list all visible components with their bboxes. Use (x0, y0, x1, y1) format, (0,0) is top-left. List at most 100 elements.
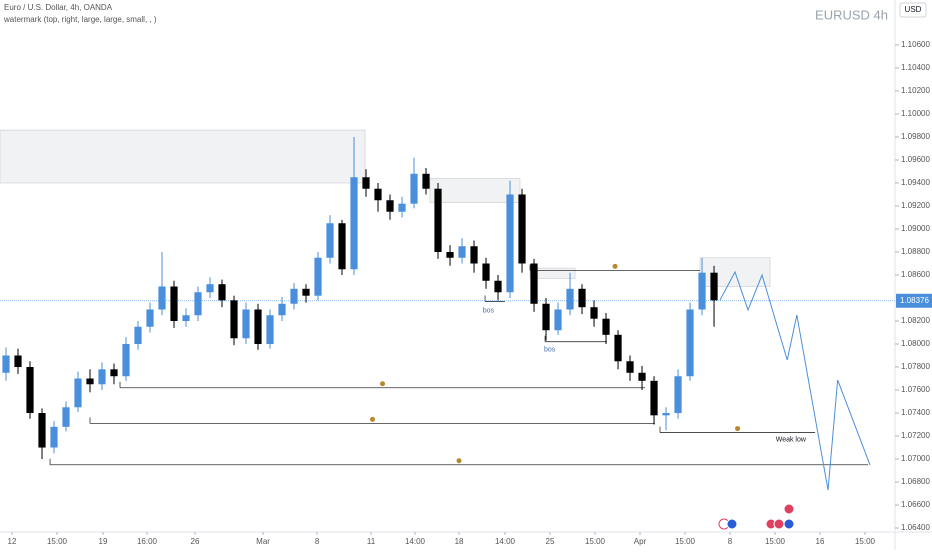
candle-body (422, 173, 430, 189)
candle-body (50, 426, 58, 448)
y-tick-label: 1.10200 (901, 86, 930, 95)
y-tick-label: 1.08600 (901, 270, 930, 279)
candle-body (242, 309, 250, 339)
y-tick-label: 1.07800 (901, 362, 930, 371)
candle-body (290, 288, 298, 304)
x-tick-label: 18 (455, 537, 464, 546)
x-tick-label: 16:00 (137, 537, 158, 546)
zone (0, 129, 366, 184)
candle-body (194, 292, 202, 316)
zone (529, 267, 576, 279)
candle-body (14, 355, 22, 368)
y-tick-label: 1.10400 (901, 63, 930, 72)
liquidity-icon (735, 426, 741, 432)
candle-body (506, 194, 514, 293)
y-tick-label: 1.10000 (901, 109, 930, 118)
candle-body (278, 303, 286, 316)
currency-box[interactable] (899, 2, 927, 18)
candle-body (374, 188, 382, 201)
candle-body (362, 177, 370, 189)
y-tick-label: 1.06800 (901, 477, 930, 486)
candle-body (530, 263, 538, 304)
candle-body (398, 203, 406, 212)
candle-body (686, 309, 694, 377)
x-tick-label: 11 (367, 537, 376, 546)
y-tick-label: 1.09400 (901, 178, 930, 187)
y-tick-label: 1.07600 (901, 385, 930, 394)
event-icon[interactable] (783, 518, 795, 530)
x-tick-label: 14:00 (495, 537, 516, 546)
y-tick-label: 1.07000 (901, 454, 930, 463)
candle-body (110, 369, 118, 377)
candle-body (458, 246, 466, 258)
candle-body (542, 303, 550, 331)
candle-body (158, 286, 166, 310)
x-tick-label: 15:00 (765, 537, 786, 546)
candle-body (254, 309, 262, 345)
candle-body (302, 288, 310, 296)
candle-body (98, 369, 106, 385)
annotation: bos (483, 308, 495, 315)
candle-body (218, 284, 226, 301)
candle-body (386, 200, 394, 212)
candle-body (62, 407, 70, 427)
event-icon[interactable] (726, 518, 738, 530)
candle-body (710, 272, 718, 301)
candle-body (86, 378, 94, 385)
candle-body (578, 288, 586, 308)
candle-body (434, 188, 442, 252)
x-tick-label: 15:00 (47, 537, 68, 546)
y-tick-label: 1.06600 (901, 500, 930, 509)
candle-body (170, 286, 178, 322)
y-tick-label: 1.09200 (901, 201, 930, 210)
candle-body (326, 223, 334, 258)
x-tick-label: 16 (816, 537, 825, 546)
annotation: Weak low (776, 436, 807, 443)
candle-body (314, 257, 322, 296)
chart-subtitle: watermark (top, right, large, large, sma… (3, 15, 157, 24)
event-icon[interactable] (773, 518, 785, 530)
event-icons (718, 503, 795, 530)
candle-body (650, 380, 658, 416)
candle-body (554, 309, 562, 331)
symbol-watermark: EURUSD 4h (815, 7, 888, 22)
candle-body (38, 413, 46, 448)
candle-body (206, 284, 214, 293)
candle-body (410, 173, 418, 204)
candle-body (602, 318, 610, 335)
x-tick-label: Apr (634, 537, 647, 546)
x-tick-label: 8 (728, 537, 733, 546)
price-label-box (896, 293, 932, 308)
y-tick-label: 1.08000 (901, 339, 930, 348)
y-tick-label: 1.07400 (901, 408, 930, 417)
liquidity-icon (456, 458, 462, 464)
price-label: 1.08376 (900, 296, 929, 305)
candle-body (122, 344, 130, 377)
candle-body (74, 378, 82, 408)
y-tick-label: 1.08200 (901, 316, 930, 325)
candle-body (698, 272, 706, 310)
y-tick-label: 1.09800 (901, 132, 930, 141)
candle-body (662, 413, 670, 416)
candle-body (146, 309, 154, 327)
x-tick-label: 8 (315, 537, 320, 546)
projection-path (719, 270, 871, 491)
y-tick-label: 1.09000 (901, 224, 930, 233)
x-tick-label: 15:00 (855, 537, 876, 546)
candle-body (350, 177, 358, 270)
x-tick-label: 12 (8, 537, 17, 546)
chart-title: Euro / U.S. Dollar, 4h, OANDA (4, 3, 113, 12)
candle-body (26, 367, 34, 414)
candle-body (614, 334, 622, 362)
x-tick-label: 15:00 (585, 537, 606, 546)
x-tick-label: 14:00 (405, 537, 426, 546)
event-icon[interactable] (783, 503, 795, 515)
candle-body (494, 280, 502, 293)
candle-body (638, 372, 646, 381)
plot: bos bos Weak low (0, 129, 895, 491)
candle-body (626, 361, 634, 373)
x-tick-label: 25 (546, 537, 555, 546)
y-tick-label: 1.10600 (901, 40, 930, 49)
liquidity-icon (380, 381, 386, 387)
